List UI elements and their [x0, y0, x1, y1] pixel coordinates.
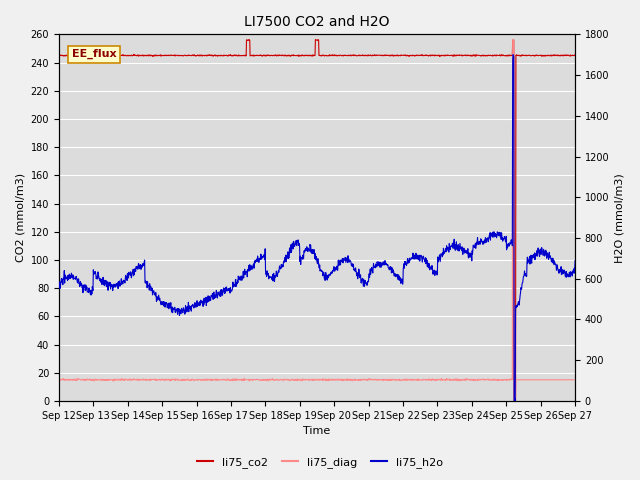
Legend: li75_co2, li75_diag, li75_h2o: li75_co2, li75_diag, li75_h2o	[192, 452, 448, 472]
Title: LI7500 CO2 and H2O: LI7500 CO2 and H2O	[244, 15, 390, 29]
Y-axis label: CO2 (mmol/m3): CO2 (mmol/m3)	[15, 173, 25, 262]
X-axis label: Time: Time	[303, 426, 331, 436]
Y-axis label: H2O (mmol/m3): H2O (mmol/m3)	[615, 173, 625, 263]
Text: EE_flux: EE_flux	[72, 49, 116, 59]
